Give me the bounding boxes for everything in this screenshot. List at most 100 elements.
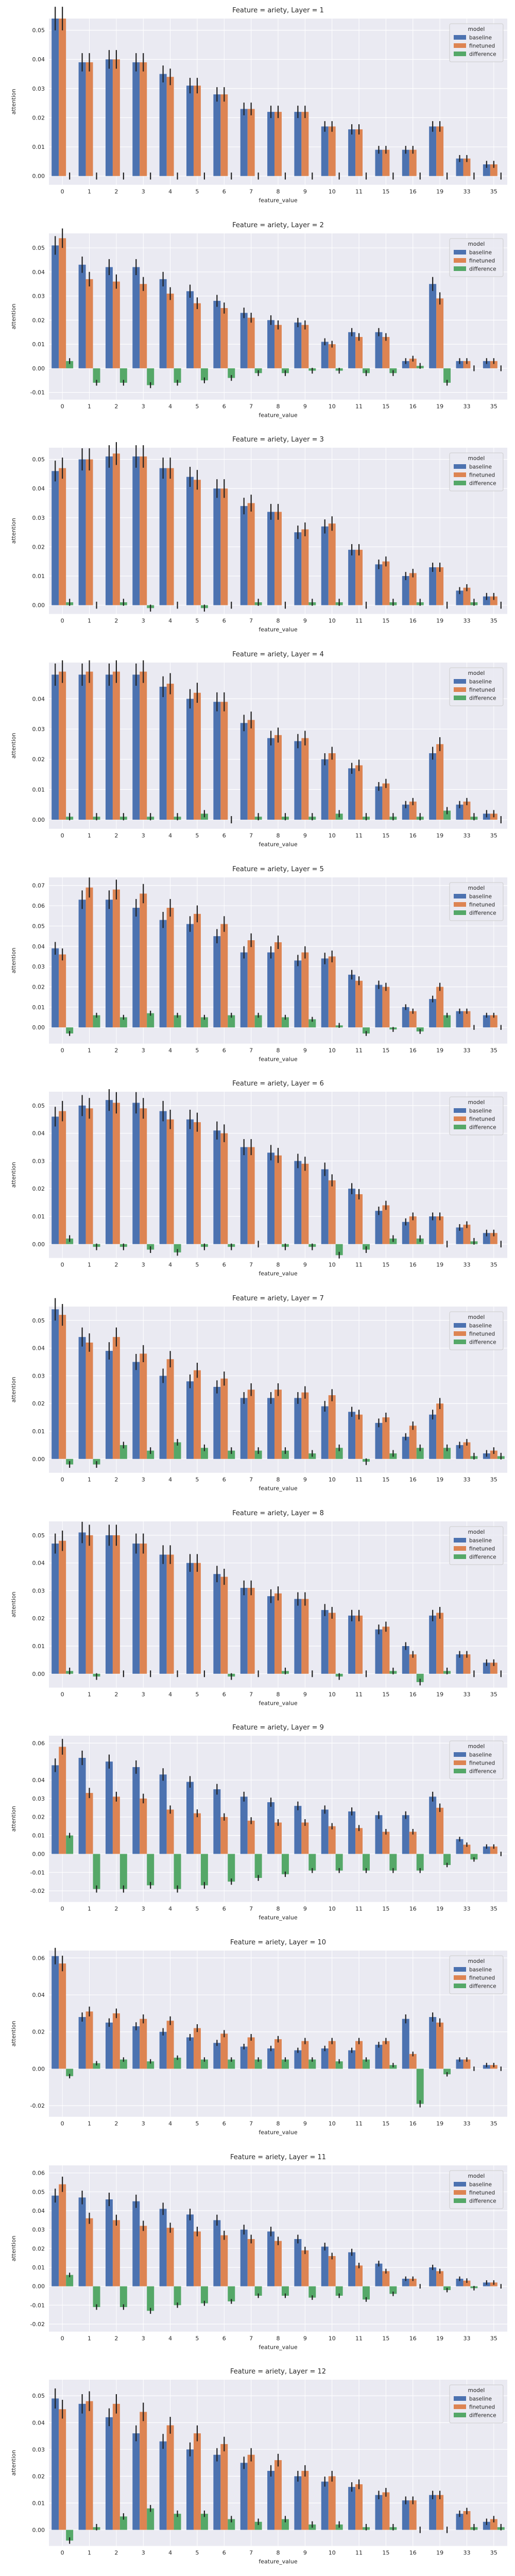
x-tick-label: 9 xyxy=(303,833,307,839)
legend-label-difference: difference xyxy=(469,2413,496,2419)
bar-baseline xyxy=(213,488,221,605)
bar-baseline xyxy=(483,1233,490,1245)
x-tick-label: 5 xyxy=(195,403,199,410)
x-tick-label: 15 xyxy=(382,1906,389,1912)
x-tick-label: 4 xyxy=(168,833,172,839)
x-tick-label: 4 xyxy=(168,403,172,410)
bar-baseline xyxy=(402,1815,409,1854)
legend-swatch-finetuned xyxy=(453,43,466,48)
y-tick-label: 0.00 xyxy=(32,1241,45,1248)
x-tick-label: 11 xyxy=(355,2335,363,2342)
bar-baseline xyxy=(294,741,302,820)
bar-baseline xyxy=(429,1414,437,1459)
bar-baseline xyxy=(348,129,356,176)
y-tick-label: 0.04 xyxy=(32,943,45,950)
bar-difference xyxy=(174,1442,181,1459)
bar-baseline xyxy=(375,1815,383,1854)
legend-label-finetuned: finetuned xyxy=(469,1116,495,1123)
legend-swatch-difference xyxy=(453,2198,466,2203)
bar-baseline xyxy=(78,1106,86,1245)
bar-finetuned xyxy=(220,488,228,605)
x-tick-label: 15 xyxy=(382,618,389,624)
bar-baseline xyxy=(159,686,167,820)
x-tick-label: 16 xyxy=(409,1906,417,1912)
legend-swatch-finetuned xyxy=(453,472,466,478)
y-axis-label: attention xyxy=(10,2235,17,2261)
bar-finetuned xyxy=(59,2184,66,2286)
bar-baseline xyxy=(213,2043,221,2069)
x-tick-label: 6 xyxy=(222,618,226,624)
y-tick-label: -0.01 xyxy=(30,2302,45,2309)
bar-finetuned xyxy=(85,2011,93,2069)
bar-finetuned xyxy=(220,1577,228,1674)
bar-finetuned xyxy=(490,1450,497,1459)
y-axis-label: attention xyxy=(10,2450,17,2476)
chart-layer-12: Feature = ariety, Layer = 12 0.00 0.01 0.02… xyxy=(10,2368,507,2565)
bar-finetuned xyxy=(409,2054,417,2069)
x-axis-label: feature_value xyxy=(259,2558,297,2565)
bar-finetuned xyxy=(247,503,255,605)
y-tick-label: 0.02 xyxy=(32,1400,45,1407)
bar-baseline xyxy=(348,1811,356,1854)
bar-baseline xyxy=(321,759,329,820)
bar-difference xyxy=(93,368,100,383)
bar-baseline xyxy=(52,471,59,605)
bar-difference xyxy=(443,810,451,820)
y-axis-label: attention xyxy=(10,89,17,114)
x-tick-label: 33 xyxy=(463,1477,470,1483)
legend: model baseline finetuned difference xyxy=(449,452,504,492)
bar-baseline xyxy=(402,1646,409,1674)
bar-baseline xyxy=(105,2022,113,2069)
bar-baseline xyxy=(456,1654,464,1674)
bar-baseline xyxy=(105,1350,113,1459)
bar-difference xyxy=(254,1015,262,1027)
bar-difference xyxy=(93,1015,100,1027)
chart-layer-10: Feature = ariety, Layer = 10 -0.02 0.00 0.0… xyxy=(10,1939,507,2136)
legend-label-finetuned: finetuned xyxy=(469,1546,495,1552)
x-tick-label: 10 xyxy=(329,2550,336,2556)
y-tick-label: 0.00 xyxy=(32,1024,45,1031)
bar-difference xyxy=(200,1448,208,1459)
bar-finetuned xyxy=(436,1403,444,1459)
y-tick-label: 0.00 xyxy=(32,2065,45,2072)
bar-baseline xyxy=(267,2471,275,2530)
x-tick-label: 0 xyxy=(61,1047,64,1054)
bar-finetuned xyxy=(490,1233,497,1245)
legend-label-baseline: baseline xyxy=(469,1752,492,1758)
bar-difference xyxy=(254,2522,262,2530)
bar-finetuned xyxy=(140,1799,147,1854)
bar-finetuned xyxy=(59,468,66,605)
legend-label-baseline: baseline xyxy=(469,893,492,900)
bar-finetuned xyxy=(220,702,228,820)
bar-baseline xyxy=(240,1797,248,1854)
legend: model baseline finetuned difference xyxy=(449,238,504,277)
bar-finetuned xyxy=(247,2037,255,2069)
bar-baseline xyxy=(213,94,221,176)
bar-baseline xyxy=(240,2229,248,2286)
x-tick-label: 1 xyxy=(88,403,91,410)
x-tick-label: 15 xyxy=(382,189,389,195)
x-tick-label: 10 xyxy=(329,2335,336,2342)
bar-baseline xyxy=(52,1116,59,1245)
legend-label-finetuned: finetuned xyxy=(469,1760,495,1767)
legend-label-finetuned: finetuned xyxy=(469,2404,495,2411)
bar-finetuned xyxy=(247,940,255,1027)
x-tick-label: 0 xyxy=(61,189,64,195)
bar-baseline xyxy=(375,1629,383,1674)
bar-baseline xyxy=(105,267,113,368)
bar-baseline xyxy=(375,786,383,820)
bar-finetuned xyxy=(355,980,363,1027)
bar-baseline xyxy=(375,2495,383,2530)
bar-baseline xyxy=(348,550,356,605)
bar-baseline xyxy=(456,2514,464,2530)
bar-finetuned xyxy=(382,336,390,368)
bar-finetuned xyxy=(328,2256,336,2286)
bar-baseline xyxy=(267,2231,275,2286)
bar-baseline xyxy=(240,2046,248,2069)
bar-finetuned xyxy=(166,1359,174,1459)
bar-finetuned xyxy=(193,2231,201,2286)
bar-finetuned xyxy=(166,1809,174,1854)
bar-finetuned xyxy=(220,1378,228,1459)
legend-label-baseline: baseline xyxy=(469,679,492,685)
bar-baseline xyxy=(240,1587,248,1674)
